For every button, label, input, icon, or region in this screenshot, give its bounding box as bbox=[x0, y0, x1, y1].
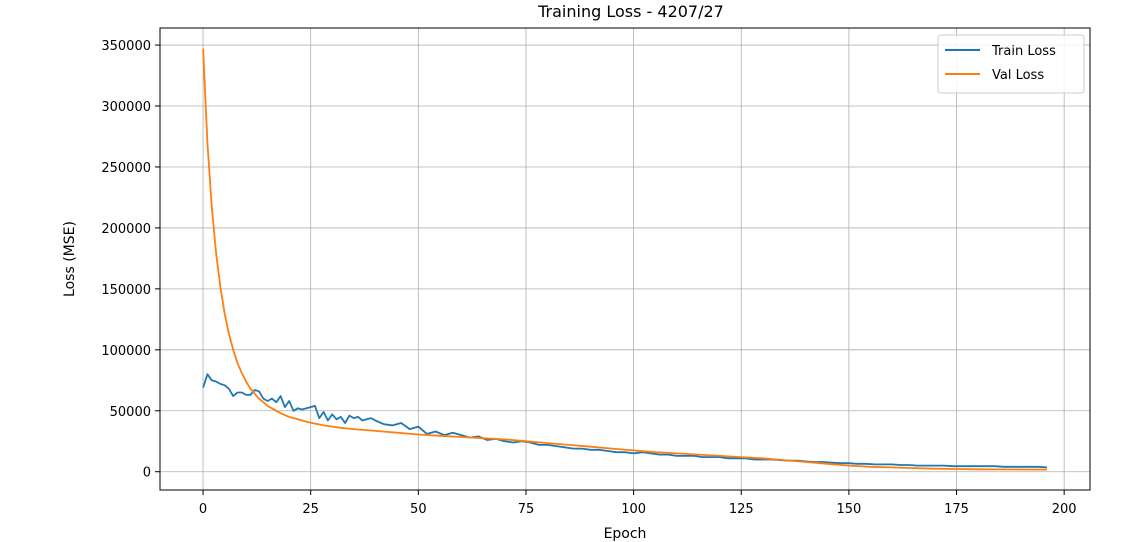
y-tick-label: 150000 bbox=[101, 283, 151, 298]
x-axis-label: Epoch bbox=[604, 526, 647, 542]
x-tick-label: 75 bbox=[518, 502, 535, 517]
legend-label-train-loss: Train Loss bbox=[991, 44, 1056, 59]
y-tick-label: 300000 bbox=[101, 100, 151, 115]
x-tick-label: 50 bbox=[410, 502, 427, 517]
y-tick-label: 350000 bbox=[101, 39, 151, 54]
legend-label-val-loss: Val Loss bbox=[992, 68, 1044, 83]
x-tick-label: 150 bbox=[836, 502, 861, 517]
plot-frame bbox=[159, 27, 1091, 491]
x-tick-label: 175 bbox=[944, 502, 969, 517]
x-tick-label: 25 bbox=[302, 502, 319, 517]
y-tick-label: 200000 bbox=[101, 222, 151, 237]
val-loss-line bbox=[202, 48, 1047, 471]
x-tick-label: 0 bbox=[199, 502, 207, 517]
y-tick-label: 50000 bbox=[110, 405, 151, 420]
x-tick-label: 125 bbox=[729, 502, 754, 517]
y-axis-ticks: 0 50000 100000 150000 200000 250000 300000 3500… bbox=[101, 39, 160, 481]
y-axis-label: Loss (MSE) bbox=[62, 221, 78, 297]
series-layer bbox=[202, 48, 1047, 471]
x-tick-label: 200 bbox=[1052, 502, 1077, 517]
x-axis-ticks: 0 25 50 75 100 125 150 175 200 bbox=[199, 490, 1077, 517]
grid-lines bbox=[160, 28, 1090, 490]
y-tick-label: 100000 bbox=[101, 344, 151, 359]
x-tick-label: 100 bbox=[621, 502, 646, 517]
chart-title: Training Loss - 4207/27 bbox=[537, 2, 724, 21]
y-tick-label: 250000 bbox=[101, 161, 151, 176]
train-loss-line bbox=[202, 373, 1047, 469]
y-tick-label: 0 bbox=[143, 466, 151, 481]
legend: Train Loss Val Loss bbox=[937, 34, 1085, 94]
